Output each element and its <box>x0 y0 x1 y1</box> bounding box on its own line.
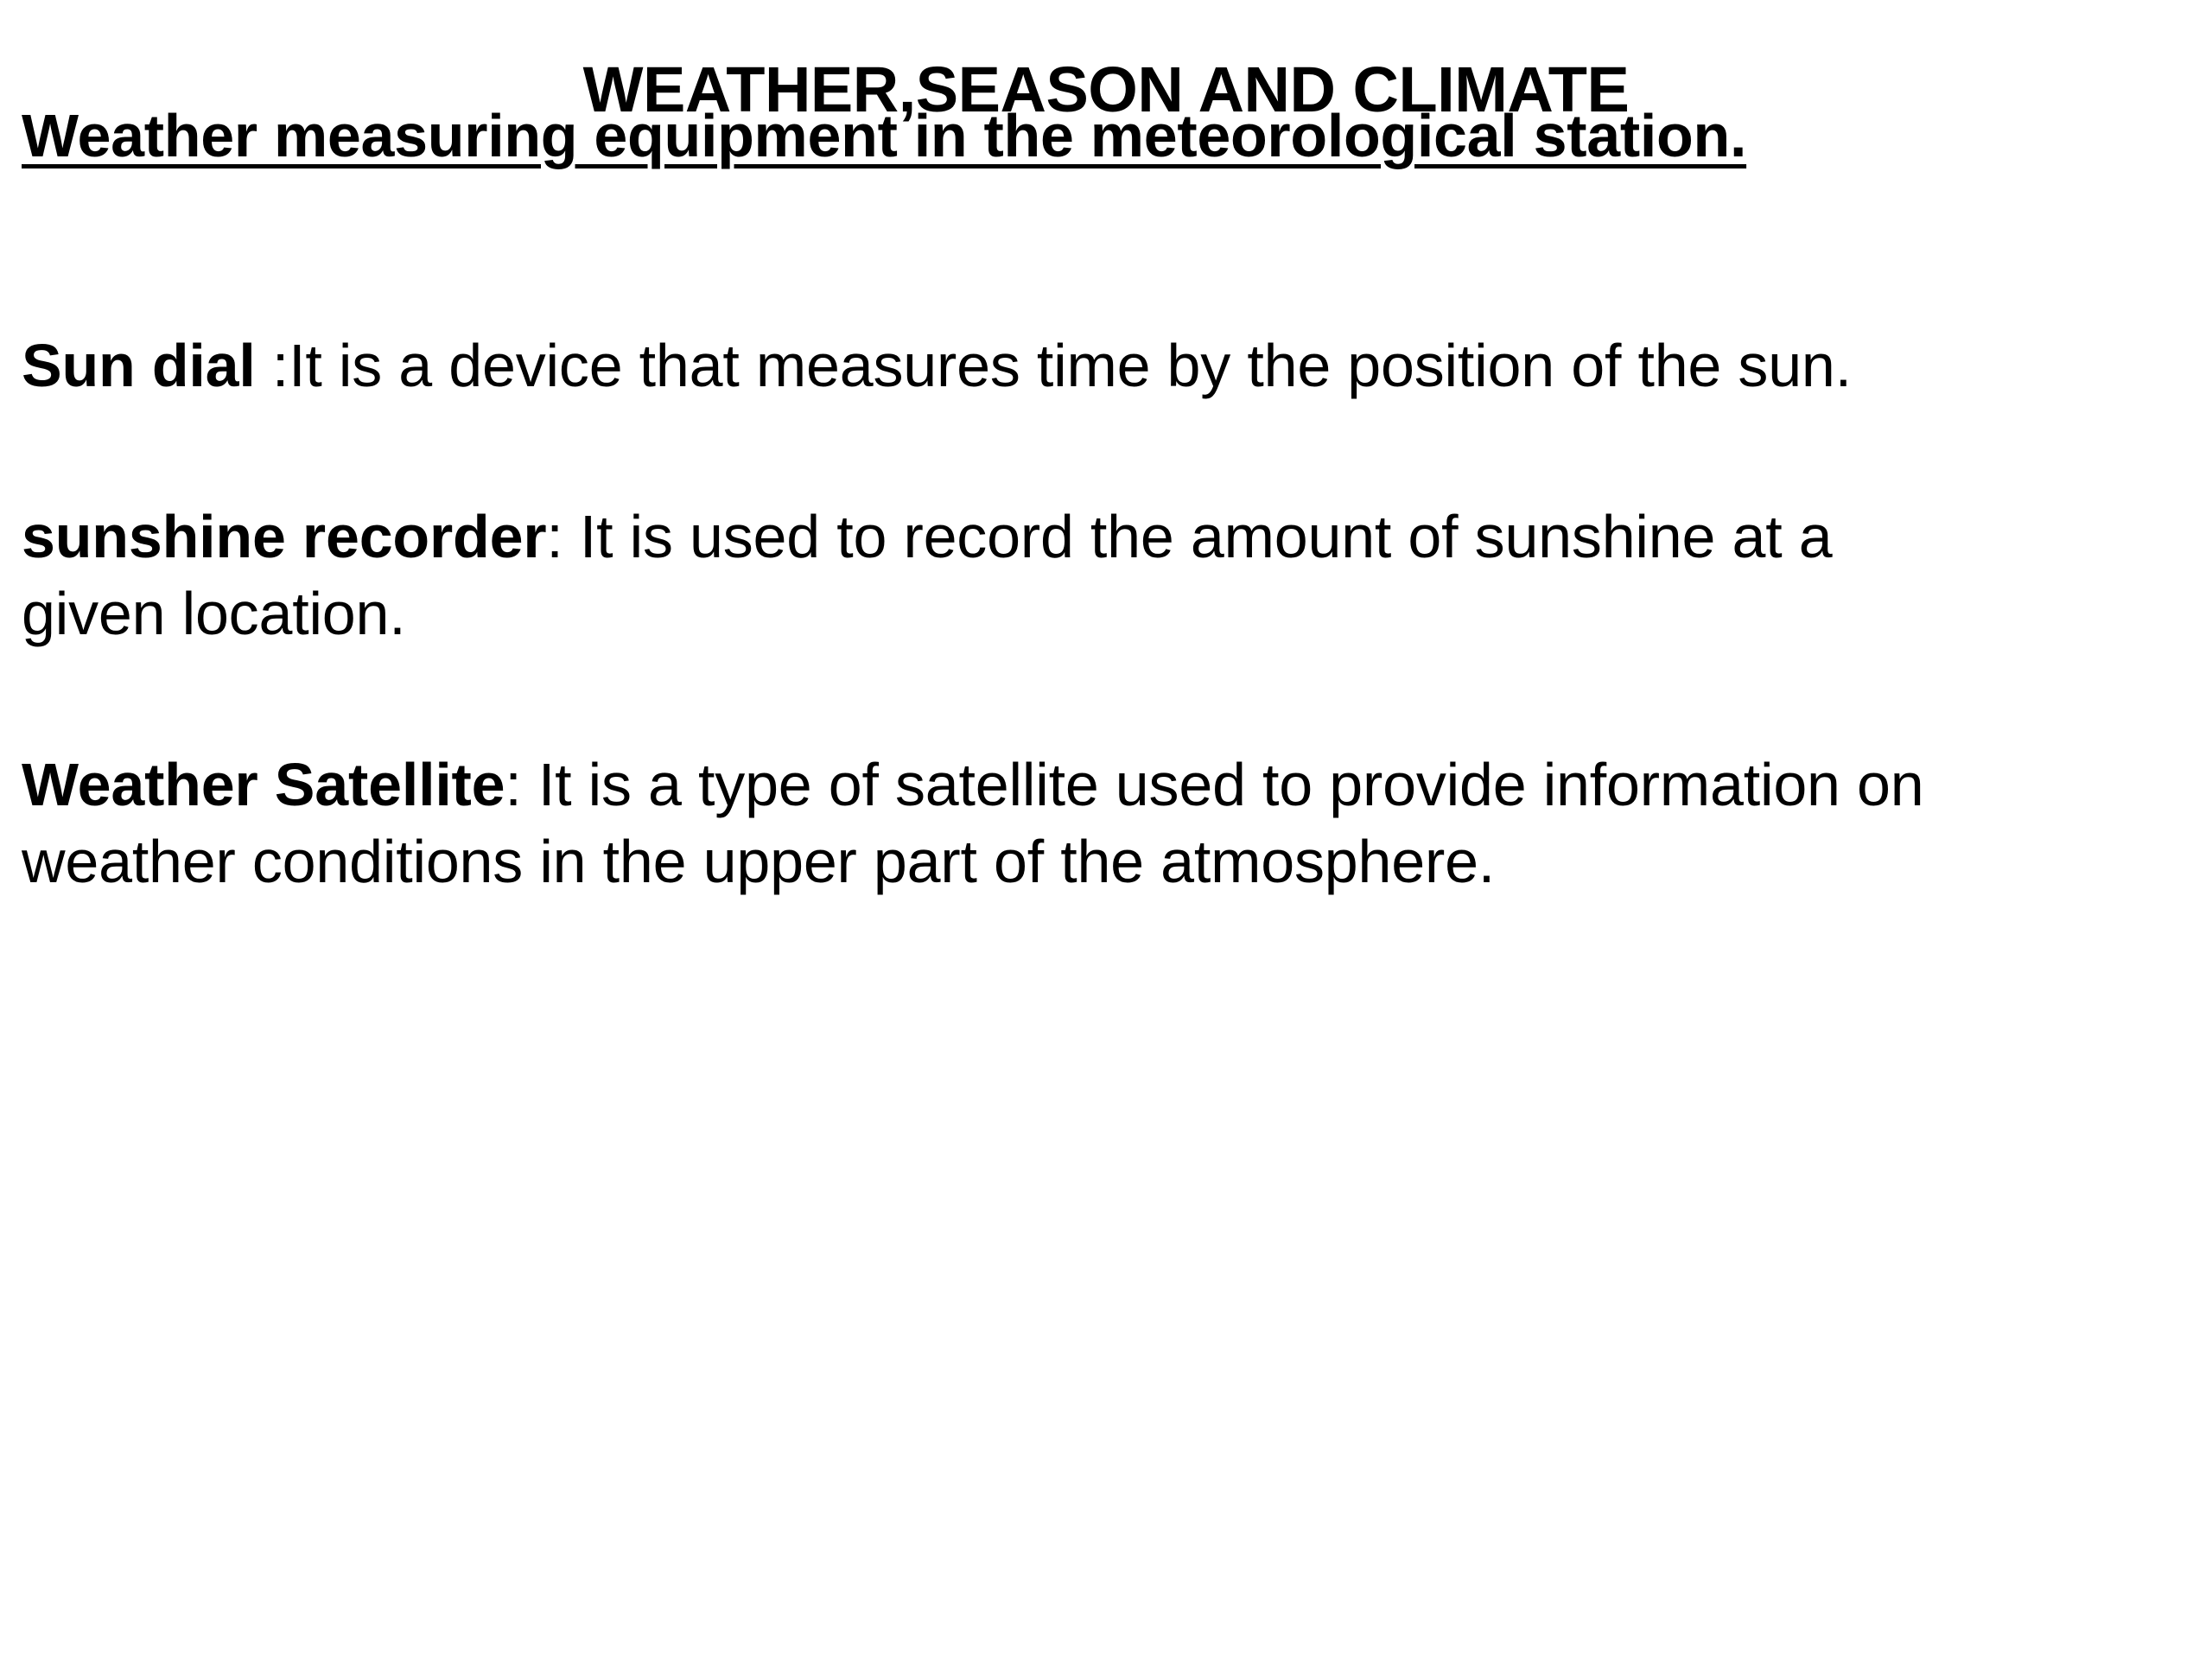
term-sun-dial: Sun dial <box>22 332 256 399</box>
definition-item-sunshine-recorder: sunshine recorder: It is used to record … <box>22 499 1974 653</box>
section-heading: Weather measuring equipment in the meteo… <box>22 97 1936 175</box>
spacer-after-heading <box>22 175 2164 327</box>
slide-body: Weather measuring equipment in the meteo… <box>22 97 2164 901</box>
term-weather-satellite: Weather Satellite <box>22 750 505 818</box>
section-heading-text: Weather measuring equipment in the meteo… <box>22 102 1747 169</box>
spacer-paragraph-2 <box>22 653 2164 747</box>
definition-text-sun-dial: :It is a device that measures time by th… <box>255 332 1852 399</box>
definition-item-sun-dial: Sun dial :It is a device that measures t… <box>22 327 2147 405</box>
definition-item-weather-satellite: Weather Satellite: It is a type of satel… <box>22 747 2130 901</box>
slide-title: WEATHER,SEASON AND CLIMATE <box>582 53 1630 125</box>
spacer-paragraph-1 <box>22 405 2164 499</box>
definition-text-sunshine-recorder: : It is used to record the amount of sun… <box>22 502 1833 648</box>
term-sunshine-recorder: sunshine recorder <box>22 502 547 570</box>
definition-text-weather-satellite: : It is a type of satellite used to prov… <box>22 750 1924 896</box>
